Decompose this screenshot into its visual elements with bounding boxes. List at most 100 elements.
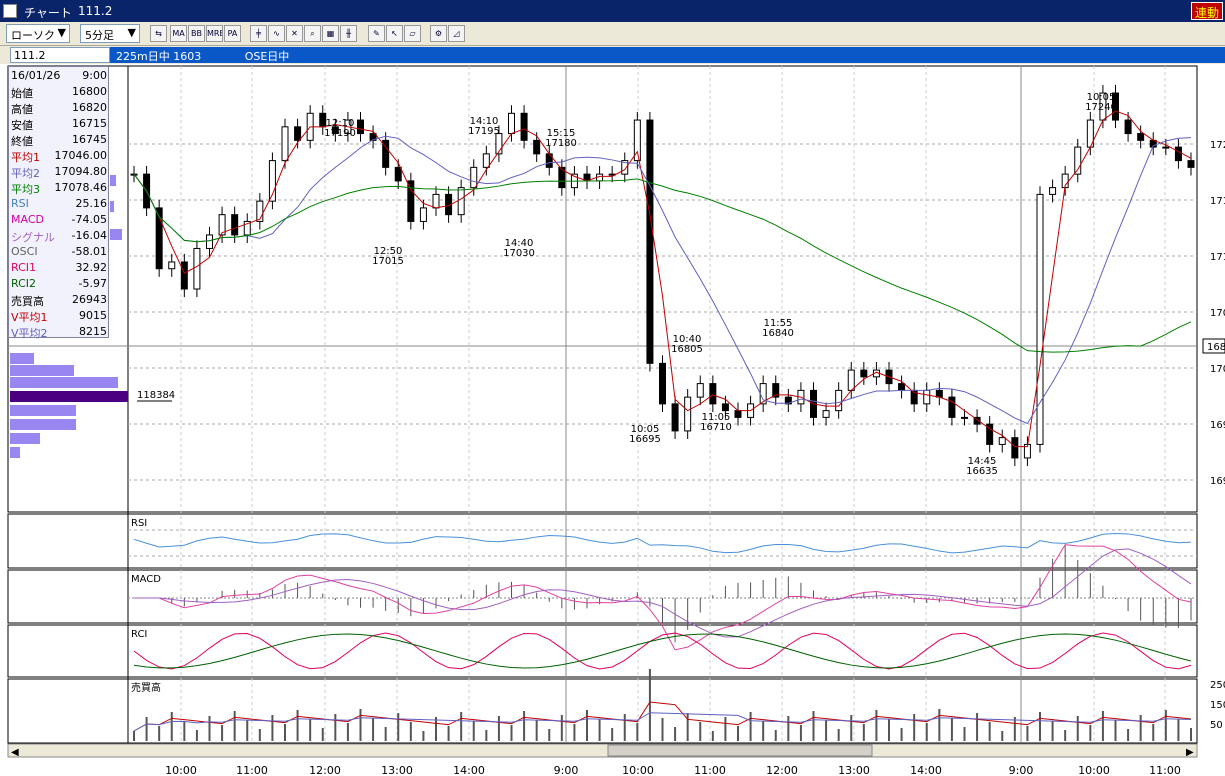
info-row: 高値 16820 <box>11 101 107 116</box>
eraser-icon[interactable]: ▱ <box>404 25 421 42</box>
bar-icon[interactable]: ╫ <box>340 25 357 42</box>
info-key: RSI <box>11 197 29 210</box>
candle-body <box>822 410 830 418</box>
annotation-time: 10:05 <box>631 424 660 435</box>
info-value: -16.04 <box>71 229 107 242</box>
info-value: 8215 <box>79 325 107 338</box>
rci-label: RCI <box>131 629 147 640</box>
info-key: 平均1 <box>11 151 40 164</box>
annotation-price: 17195 <box>468 126 500 137</box>
info-key: 平均2 <box>11 167 40 180</box>
candle-body <box>1124 119 1132 135</box>
macd-label: MACD <box>131 574 161 585</box>
x-tick-label: 12:00 <box>309 764 341 776</box>
candle-body <box>721 403 729 412</box>
line-icon[interactable]: ∿ <box>268 25 285 42</box>
candle-body <box>155 207 163 270</box>
volume-profile-bar <box>10 353 34 364</box>
candle-body <box>986 423 994 445</box>
info-value: 16715 <box>72 117 107 130</box>
candle-body <box>243 220 251 236</box>
market-name: OSE日中 <box>244 50 290 63</box>
volume-label: 売買高 <box>131 681 161 694</box>
info-row: シグナル -16.04 <box>11 229 107 244</box>
info-value: 16820 <box>72 101 107 114</box>
chart-canvas[interactable]: 10:00 11:00 12:00 13:00 14:00 9:00 10:00 11:00 1… <box>0 64 1225 776</box>
info-row: 始値 16800 <box>11 85 107 100</box>
chevron-down-icon: ▼ <box>127 26 136 39</box>
info-key: シグナル <box>11 231 55 244</box>
info-key: 16/01/26 <box>11 69 61 82</box>
candle-body <box>369 133 377 141</box>
bb-button[interactable]: BB <box>188 25 205 42</box>
trend-icon[interactable]: ⚙ <box>430 25 447 42</box>
candle-body <box>935 389 943 398</box>
info-row: OSCI -58.01 <box>11 245 107 260</box>
grid-icon[interactable]: ▦ <box>322 25 339 42</box>
rci-panel-frame <box>7 624 1198 678</box>
volume-tick-label: 150 <box>1210 700 1225 711</box>
link-icon[interactable]: ⇆ <box>150 25 167 42</box>
candle-body <box>847 369 855 391</box>
candle-body <box>784 396 792 405</box>
link-button[interactable]: 連動 <box>1190 2 1223 20</box>
x-tick-label: 12:00 <box>766 764 798 776</box>
price-tick-label: 1695 <box>1210 420 1225 431</box>
candle-body <box>633 119 641 162</box>
info-row: 平均2 17094.80 <box>11 165 107 180</box>
rci1-line <box>133 632 1192 670</box>
info-row: 売買高 26943 <box>11 293 107 308</box>
candle-body <box>1162 146 1170 149</box>
chart-type-select[interactable]: ローソク ▼ <box>6 24 70 43</box>
ma-button[interactable]: MA <box>170 25 187 42</box>
interval-select[interactable]: 5分足 ▼ <box>80 24 140 43</box>
volume-profile-bar <box>10 377 118 388</box>
mre-button[interactable]: MRE <box>206 25 223 42</box>
candle-body <box>268 160 276 202</box>
annotation-time: 14:10 <box>470 116 499 127</box>
horizontal-scrollbar <box>7 743 1198 758</box>
annotation-price: 16710 <box>700 422 732 433</box>
candle-icon[interactable]: ╪ <box>250 25 267 42</box>
cursor-icon[interactable]: ↖ <box>386 25 403 42</box>
info-value: -5.97 <box>78 277 107 290</box>
annotation-price: 17015 <box>372 256 404 267</box>
candle-body <box>835 389 843 412</box>
pa-button[interactable]: PA <box>224 25 241 42</box>
candle-body <box>457 187 465 216</box>
candle-body <box>961 416 968 419</box>
candle-body <box>294 126 302 141</box>
toolbar: ローソク ▼ 5分足 ▼ ⇆ MA BB MRE PA ╪ ∿ ✕ ⌕ ▦ ╫ ✎ … <box>0 22 1225 46</box>
chart-app-icon <box>3 4 17 18</box>
candle-body <box>482 153 490 168</box>
volume-profile-bar <box>110 175 116 186</box>
info-row: 平均3 17078.46 <box>11 181 107 196</box>
zoom-icon[interactable]: ⌕ <box>304 25 321 42</box>
xy-icon[interactable]: ✕ <box>286 25 303 42</box>
x-tick-label: 10:00 <box>165 764 197 776</box>
ma2-line <box>133 135 1192 425</box>
candle-body <box>772 383 780 398</box>
rsi-label: RSI <box>131 518 147 529</box>
info-value: 17046.00 <box>54 149 108 162</box>
candle-body <box>1049 187 1057 195</box>
info-row: RCI1 32.92 <box>11 261 107 276</box>
price-marker-box <box>1202 338 1225 354</box>
info-value: 25.16 <box>75 197 108 210</box>
info-key: V平均2 <box>11 327 48 340</box>
volume-profile-bar <box>10 391 128 402</box>
info-row: MACD -74.05 <box>11 213 107 228</box>
measure-icon[interactable]: ◿ <box>448 25 465 42</box>
info-key: RCI1 <box>11 261 37 274</box>
volume-profile-bar <box>110 201 114 212</box>
annotation-time: 11:05 <box>702 412 731 423</box>
candle-body <box>998 437 1006 445</box>
info-value: 26943 <box>72 293 107 306</box>
x-tick-label: 14:00 <box>453 764 485 776</box>
info-key: 始値 <box>11 87 33 100</box>
pen-icon[interactable]: ✎ <box>368 25 385 42</box>
code-field[interactable]: 111.2 <box>10 47 110 63</box>
info-key: OSCI <box>11 245 38 258</box>
x-tick-label: 11:00 <box>236 764 268 776</box>
rsi-panel-frame <box>7 513 1198 569</box>
